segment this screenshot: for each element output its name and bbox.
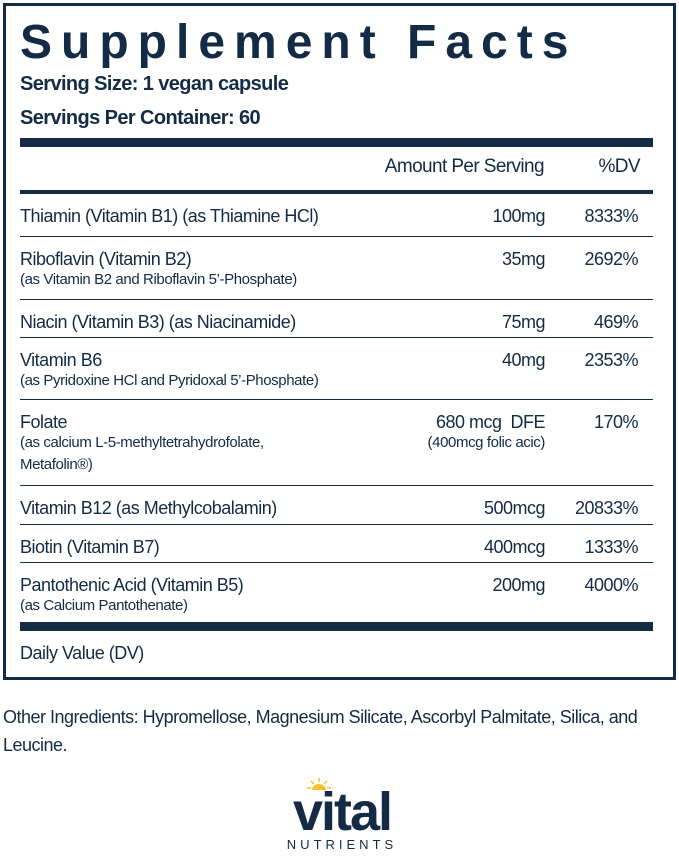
nutrient-name: Vitamin B12 (as Methylcobalamin) (20, 498, 277, 518)
nutrient-label: Pantothenic Acid (Vitamin B5) (20, 575, 244, 595)
nutrient-table: Thiamin (Vitamin B1) (as Thiamine HCl) 1… (20, 194, 653, 622)
nutrient-name: Vitamin B6 (as Pyridoxine HCl and Pyridox… (20, 350, 319, 392)
nutrient-name: Niacin (Vitamin B3) (as Niacinamide) (20, 312, 296, 332)
table-row: Thiamin (Vitamin B1) (as Thiamine HCl) 1… (20, 194, 653, 237)
table-row: Riboflavin (Vitamin B2) (as Vitamin B2 an… (20, 237, 653, 300)
nutrient-label: Vitamin B6 (20, 350, 102, 370)
daily-value: 170% (593, 412, 639, 432)
nutrient-source: (as Pyridoxine HCl and Pyridoxal 5’-Phos… (20, 372, 319, 389)
supplement-facts-panel (3, 3, 676, 680)
amount: 75mg (501, 312, 546, 332)
daily-value: 1333% (584, 537, 638, 557)
sun-icon: vital NUTRIENTS (287, 778, 397, 852)
daily-value-note: Daily Value (DV) (20, 643, 144, 663)
daily-value: 4000% (584, 575, 638, 595)
nutrient-name: Folate (as calcium L-5-methyltetrahydrofo… (20, 412, 264, 476)
amount: 35mg (501, 249, 546, 269)
nutrient-name: Pantothenic Acid (Vitamin B5) (as Calcium… (20, 575, 244, 617)
logo-word: vital (293, 782, 391, 842)
table-row: Niacin (Vitamin B3) (as Niacinamide) 75m… (20, 300, 653, 338)
header-divider (20, 190, 653, 194)
other-ingredients: Other Ingredients: Hypromellose, Magnesi… (3, 707, 638, 755)
amount: 500mcg (483, 498, 546, 518)
panel-title: Supplement Facts (20, 16, 578, 69)
bottom-thick-divider (20, 622, 653, 631)
daily-value: 2353% (584, 350, 638, 370)
daily-value: 469% (593, 312, 639, 332)
amount: 100mg (492, 206, 545, 226)
table-row: Pantothenic Acid (Vitamin B5) (as Calcium… (20, 563, 653, 622)
table-row: Biotin (Vitamin B7) 400mcg 1333% (20, 525, 653, 563)
daily-value: 20833% (574, 498, 639, 518)
nutrient-source: (as calcium L-5-methyltetrahydrofolate, (20, 434, 264, 451)
amount: 40mg (501, 350, 546, 370)
amount: 200mg (492, 575, 545, 595)
servings-per-container: Servings Per Container: 60 (20, 107, 261, 129)
nutrient-name: Riboflavin (Vitamin B2) (as Vitamin B2 an… (20, 249, 297, 291)
thick-divider (20, 138, 653, 147)
table-row: Folate (as calcium L-5-methyltetrahydrofo… (20, 400, 653, 486)
serving-size: Serving Size: 1 vegan capsule (20, 73, 289, 95)
amount-value: 680 mcg DFE (435, 412, 546, 432)
amount: 400mcg (483, 537, 546, 557)
table-row: Vitamin B12 (as Methylcobalamin) 500mcg … (20, 486, 653, 525)
nutrient-source-cont: Metafolin®) (20, 456, 93, 473)
amount: 680 mcg DFE (400mcg folic acic) (427, 412, 546, 454)
amount-header: Amount Per Serving (384, 156, 545, 177)
nutrient-name: Thiamin (Vitamin B1) (as Thiamine HCl) (20, 206, 319, 226)
logo-tagline: NUTRIENTS (287, 837, 397, 852)
nutrient-name: Biotin (Vitamin B7) (20, 537, 160, 557)
nutrient-label: Folate (20, 412, 68, 432)
nutrient-source: (as Calcium Pantothenate) (20, 597, 188, 614)
daily-value: 2692% (584, 249, 638, 269)
nutrient-label: Riboflavin (Vitamin B2) (20, 249, 192, 269)
dv-header: %DV (598, 156, 641, 177)
amount-note: (400mcg folic acic) (427, 434, 546, 451)
nutrient-source: (as Vitamin B2 and Riboflavin 5’-Phospha… (20, 271, 297, 288)
daily-value: 8333% (584, 206, 638, 226)
vital-nutrients-logo: vital NUTRIENTS (272, 772, 412, 852)
table-row: Vitamin B6 (as Pyridoxine HCl and Pyridox… (20, 338, 653, 400)
